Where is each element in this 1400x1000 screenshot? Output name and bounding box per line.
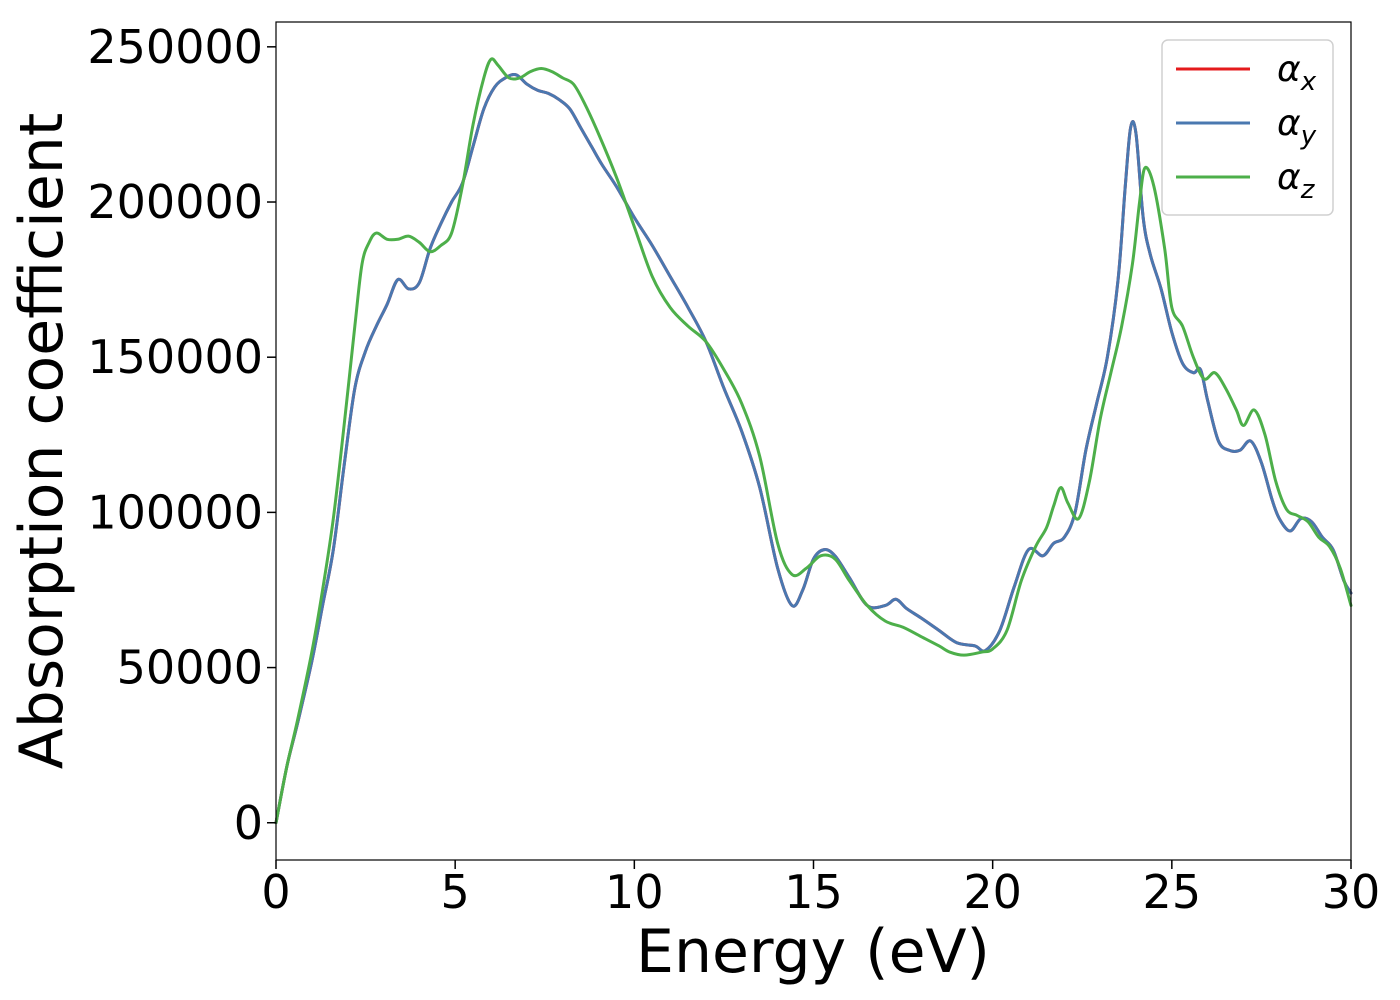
- series-layer: [274, 57, 1353, 825]
- legend-label-z: αz: [1277, 157, 1316, 205]
- y-tick-label: 200000: [87, 175, 263, 229]
- x-tick-label: 0: [261, 865, 290, 919]
- x-tick-label: 20: [963, 865, 1022, 919]
- legend-label-x: αx: [1277, 49, 1317, 97]
- y-tick-label: 250000: [87, 20, 263, 74]
- x-tick-label: 10: [605, 865, 664, 919]
- x-tick-label: 15: [784, 865, 843, 919]
- legend-box: [1161, 39, 1334, 216]
- y-tick-label: 150000: [87, 330, 263, 384]
- y-tick-label: 100000: [87, 485, 263, 539]
- series-line-z: [274, 57, 1353, 825]
- y-axis-title: Absorption coefficient: [7, 113, 77, 770]
- x-tick-label: 30: [1322, 865, 1381, 919]
- y-tick-label: 0: [234, 796, 263, 850]
- y-axis: 0 50000 100000 150000 200000 250000: [87, 20, 276, 850]
- x-tick-label: 25: [1143, 865, 1202, 919]
- x-axis-title: Energy (eV): [636, 917, 990, 987]
- legend: αx αy αz: [1161, 39, 1334, 216]
- x-tick-label: 5: [441, 865, 470, 919]
- x-axis: 0 5 10 15 20 25 30: [261, 860, 1380, 919]
- legend-items: αx αy αz: [1176, 49, 1317, 205]
- y-tick-label: 50000: [117, 641, 263, 695]
- legend-label-y: αy: [1277, 103, 1317, 151]
